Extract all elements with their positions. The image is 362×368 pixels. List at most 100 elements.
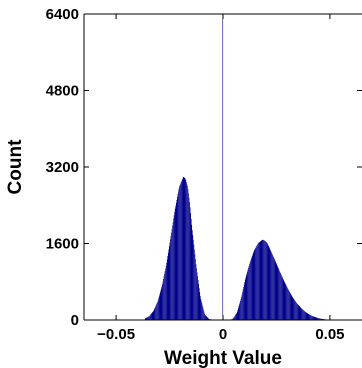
histogram-bar — [261, 240, 263, 320]
histogram-bar — [268, 247, 270, 320]
histogram-bar — [188, 193, 189, 320]
histogram-bar — [156, 303, 158, 320]
histogram-bar — [188, 197, 190, 320]
histogram-bar — [173, 215, 175, 320]
histogram-bar — [267, 245, 269, 320]
histogram-bar — [286, 285, 287, 320]
histogram-bar — [315, 317, 317, 320]
histogram-bar — [283, 280, 285, 320]
histogram-bar — [320, 318, 322, 320]
histogram-bar — [177, 194, 179, 320]
histogram-bar — [237, 310, 239, 320]
histogram-bar — [250, 259, 252, 320]
histogram-bar — [293, 298, 294, 320]
histogram-bar — [197, 276, 198, 320]
histogram-bar — [274, 260, 276, 320]
histogram-bar — [175, 205, 177, 320]
histogram-bar — [152, 311, 154, 320]
histogram-bar — [300, 307, 302, 320]
histogram-bar — [147, 317, 148, 320]
histogram-bar — [205, 316, 207, 320]
histogram-bar — [191, 230, 193, 320]
histogram-bar — [172, 222, 174, 320]
histogram-bar — [265, 241, 267, 320]
y-tick-label: 4800 — [46, 83, 79, 100]
histogram-bar — [190, 218, 192, 320]
histogram-bar — [248, 267, 249, 320]
histogram-bar — [289, 292, 291, 320]
histogram-bar — [196, 268, 197, 320]
histogram-bar — [258, 242, 259, 320]
histogram-bar — [282, 277, 283, 320]
histogram-bar — [193, 244, 195, 320]
histogram-bar — [267, 244, 268, 320]
x-tick-label: 0.05 — [315, 326, 344, 343]
histogram-bar — [179, 186, 180, 320]
histogram-bar — [290, 293, 291, 320]
x-tick-label: 0 — [219, 326, 227, 343]
histogram-bar — [287, 287, 288, 320]
histogram-bar — [294, 300, 296, 320]
histogram-bar — [160, 290, 162, 320]
histogram-bar — [176, 199, 178, 320]
histogram-bar — [241, 296, 242, 320]
histogram-bar — [254, 249, 256, 320]
histogram-bar — [203, 309, 204, 320]
histogram-bar — [241, 294, 243, 320]
histogram-bar — [178, 188, 180, 320]
histogram-bar — [233, 317, 234, 320]
histogram-bar — [146, 317, 148, 320]
histogram-bar — [244, 279, 246, 320]
histogram-bar — [166, 262, 167, 320]
histogram-bar — [171, 229, 173, 320]
histogram-bar — [302, 309, 304, 320]
histogram-bar — [157, 300, 159, 320]
histogram-bar — [296, 303, 298, 320]
histogram-bar — [149, 315, 151, 320]
histogram-bar — [263, 240, 264, 320]
histogram-bar — [271, 252, 272, 320]
histogram-bar — [321, 318, 322, 320]
histogram-bar — [285, 283, 286, 320]
histogram-bar — [318, 318, 319, 320]
histogram-bar — [313, 316, 315, 320]
histogram-bar — [291, 295, 293, 320]
histogram-bar — [206, 317, 208, 320]
histogram-bar — [145, 318, 147, 320]
histogram-bar — [258, 242, 260, 320]
histogram-bar — [197, 280, 199, 320]
histogram-bar — [199, 292, 201, 320]
histogram-bar — [286, 286, 288, 320]
histogram-bar — [243, 284, 245, 320]
histogram-bar — [175, 202, 177, 320]
histogram-bar — [306, 313, 308, 320]
histogram-bar — [272, 255, 274, 320]
histogram-bar — [239, 302, 241, 320]
histogram-bar — [307, 313, 309, 320]
histogram-bar — [174, 208, 176, 320]
histogram-bar — [202, 307, 204, 320]
histogram-bar — [198, 288, 200, 320]
histogram-bar — [272, 254, 273, 320]
histogram-bar — [264, 240, 266, 320]
histogram-bar — [159, 292, 161, 320]
histogram-bar — [149, 315, 150, 320]
histogram-bar — [310, 315, 312, 320]
histogram-bar — [232, 318, 234, 320]
histogram-bar — [187, 189, 189, 320]
histogram-bar — [302, 309, 303, 320]
histogram-bar — [158, 296, 160, 320]
histogram-bar — [174, 211, 175, 320]
histogram-bar — [311, 315, 313, 320]
histogram-bar — [295, 302, 297, 320]
histogram-bar — [284, 282, 286, 320]
histogram-bar — [245, 277, 247, 320]
histogram-bar — [164, 271, 166, 320]
histogram-bar — [311, 315, 312, 320]
histogram-bar — [240, 300, 241, 320]
histogram-bar — [193, 239, 194, 320]
histogram-bar — [206, 316, 208, 320]
histogram-bar — [309, 314, 311, 320]
histogram-bar — [242, 289, 244, 320]
